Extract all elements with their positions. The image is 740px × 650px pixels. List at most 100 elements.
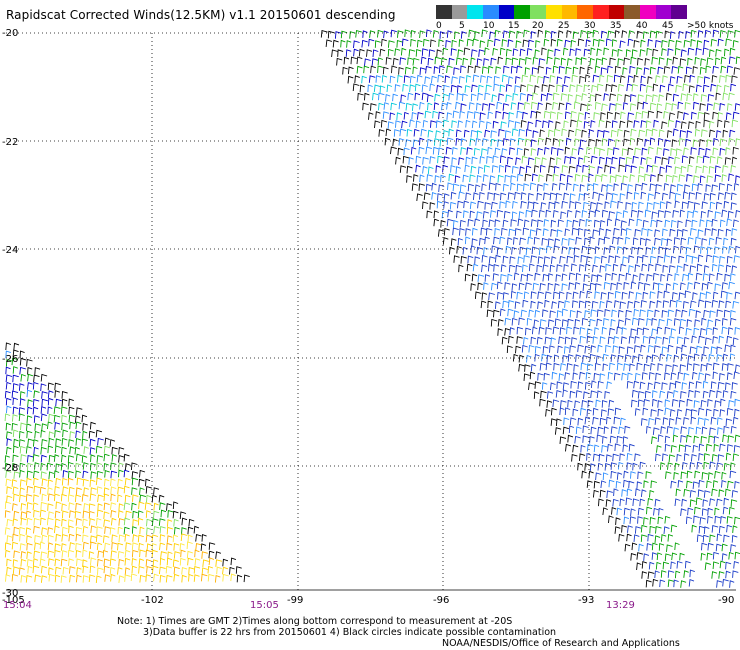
- wind-barb: [514, 301, 521, 309]
- wind-barb: [640, 489, 647, 497]
- wind-barb: [701, 282, 708, 291]
- wind-barb: [637, 516, 643, 524]
- wind-barb: [723, 534, 730, 543]
- wind-barb: [27, 565, 33, 574]
- wind-barb: [32, 558, 39, 566]
- wind-barb: [734, 551, 740, 560]
- wind-barb: [354, 75, 360, 83]
- credit-line: NOAA/NESDIS/Office of Research and Appli…: [442, 638, 680, 649]
- wind-barb: [646, 164, 653, 173]
- wind-barb: [575, 94, 582, 103]
- wind-barb: [581, 129, 587, 138]
- wind-barb: [158, 566, 166, 575]
- wind-barb: [117, 478, 123, 487]
- wind-barb: [711, 74, 718, 83]
- wind-barb: [26, 406, 33, 415]
- wind-barb: [628, 291, 634, 299]
- wind-barb: [679, 318, 687, 327]
- wind-barb: [637, 174, 645, 183]
- wind-barb: [75, 526, 83, 535]
- wind-barb: [616, 93, 623, 102]
- wind-barb: [385, 93, 391, 102]
- wind-barb: [364, 58, 371, 67]
- wind-barb: [69, 574, 76, 583]
- wind-barb: [605, 499, 612, 507]
- wind-barb: [123, 517, 130, 526]
- wind-barb: [423, 38, 430, 47]
- wind-barb: [39, 509, 46, 518]
- wind-barb: [730, 344, 736, 353]
- wind-barb: [511, 57, 519, 66]
- wind-barb: [601, 445, 608, 453]
- wind-barb: [605, 344, 612, 353]
- wind-barb: [695, 272, 703, 281]
- wind-barb: [532, 56, 539, 65]
- wind-barb: [616, 282, 623, 290]
- wind-barb: [706, 480, 712, 489]
- wind-barb: [576, 310, 582, 319]
- wind-barb: [131, 502, 137, 511]
- wind-barb: [554, 427, 562, 435]
- wind-barb: [456, 245, 462, 254]
- wind-barb: [480, 300, 487, 309]
- wind-barb: [518, 317, 525, 326]
- wind-barb: [655, 526, 662, 534]
- wind-barb: [705, 65, 712, 74]
- wind-barb: [717, 228, 724, 237]
- wind-barb: [215, 559, 223, 567]
- wind-barb: [55, 438, 62, 446]
- wind-barb: [569, 309, 576, 318]
- wind-barb: [576, 84, 583, 93]
- wind-barb: [662, 453, 669, 462]
- wind-barb: [504, 164, 511, 173]
- wind-barb: [543, 256, 551, 264]
- wind-barb: [572, 31, 579, 39]
- wind-barb: [47, 550, 55, 559]
- wind-barb: [181, 517, 188, 526]
- wind-barb: [401, 120, 408, 129]
- wind-barb: [603, 318, 610, 326]
- wind-barb: [646, 47, 653, 56]
- wind-barb: [549, 382, 556, 391]
- wind-barb: [518, 282, 525, 291]
- wind-barb: [505, 57, 512, 66]
- wind-barb: [531, 67, 539, 75]
- wind-barb: [472, 192, 479, 200]
- wind-barb: [666, 273, 673, 282]
- wind-barb: [537, 219, 544, 228]
- time-label-1329: 13:29: [606, 600, 635, 611]
- wind-barb: [494, 301, 501, 309]
- wind-barb: [647, 146, 654, 155]
- wind-barb: [370, 103, 377, 111]
- wind-barb: [572, 372, 578, 380]
- wind-barb: [642, 254, 649, 263]
- wind-barb: [633, 380, 640, 389]
- wind-barb: [575, 128, 582, 137]
- wind-barb: [186, 550, 193, 559]
- wind-barb: [624, 543, 631, 552]
- wind-barb: [537, 137, 545, 146]
- wind-barb: [387, 40, 395, 48]
- wind-barb: [521, 74, 529, 83]
- wind-barb: [609, 166, 616, 174]
- wind-barb: [724, 273, 731, 282]
- wind-barb: [691, 524, 697, 533]
- wind-barb: [377, 29, 384, 38]
- wind-barb: [426, 174, 433, 182]
- wind-barb: [48, 471, 55, 480]
- wind-barb: [166, 557, 173, 566]
- wind-barb: [546, 400, 553, 408]
- wind-barb: [139, 487, 145, 496]
- wind-barb: [601, 209, 609, 218]
- wind-barb: [592, 264, 598, 273]
- wind-barb: [457, 200, 464, 209]
- wind-barb: [500, 264, 507, 272]
- wind-barb: [166, 503, 173, 511]
- wind-barb: [537, 147, 544, 156]
- wind-barb: [593, 146, 601, 155]
- wind-barb: [729, 317, 737, 326]
- wind-barb: [554, 238, 561, 246]
- wind-barb: [75, 421, 82, 430]
- wind-barb: [41, 439, 48, 447]
- wind-barb: [674, 570, 681, 579]
